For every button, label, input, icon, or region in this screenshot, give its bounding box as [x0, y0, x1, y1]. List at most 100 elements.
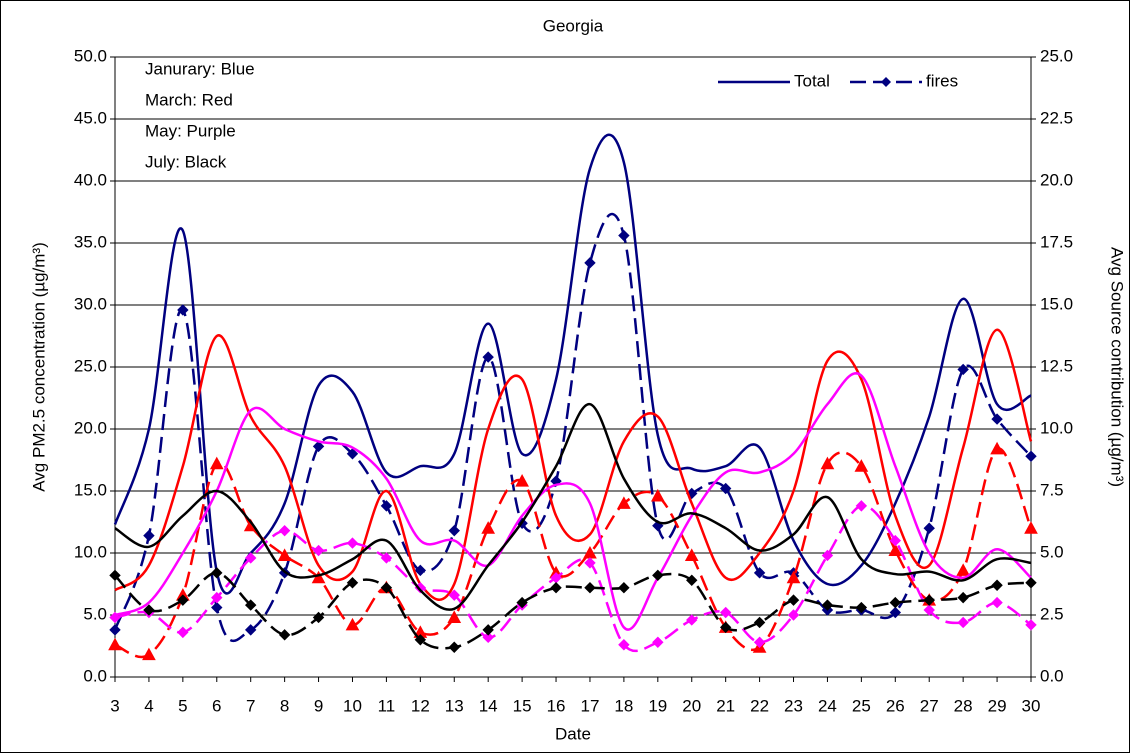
x-tick-label: 26: [886, 696, 905, 715]
x-tick-label: 18: [614, 696, 633, 715]
x-tick-label: 15: [513, 696, 532, 715]
marker: [650, 488, 665, 502]
marker: [821, 599, 834, 611]
x-tick-label: 22: [750, 696, 769, 715]
chart-title: Georgia: [543, 16, 604, 35]
marker: [312, 611, 325, 624]
y-tick-label: 40.0: [74, 170, 107, 189]
marker: [414, 634, 427, 646]
y2-tick-label: 12.5: [1040, 356, 1073, 375]
marker: [652, 636, 664, 648]
y2-tick-label: 22.5: [1040, 108, 1073, 127]
marker: [346, 577, 359, 589]
marker: [990, 441, 1004, 455]
marker: [787, 609, 800, 621]
marker: [380, 582, 393, 594]
marker: [550, 582, 562, 594]
marker: [618, 639, 630, 651]
marker: [923, 522, 935, 534]
y2-tick-label: 7.5: [1040, 480, 1064, 499]
marker: [684, 548, 699, 561]
y-axis-label: Avg PM2.5 concentration (µg/m³): [29, 242, 48, 491]
x-tick-label: 27: [920, 696, 939, 715]
marker: [278, 629, 291, 641]
marker: [312, 544, 325, 557]
marker: [753, 636, 766, 648]
x-tick-label: 5: [178, 696, 187, 715]
marker: [617, 496, 631, 509]
marker: [1025, 619, 1037, 631]
y-tick-label: 0.0: [83, 666, 107, 685]
x-tick-label: 6: [212, 696, 221, 715]
marker: [345, 617, 360, 631]
y2-tick-label: 0.0: [1040, 666, 1064, 685]
x-tick-label: 25: [852, 696, 871, 715]
marker: [244, 552, 257, 564]
x-tick-label: 23: [784, 696, 803, 715]
marker: [957, 363, 969, 376]
marker: [821, 549, 834, 562]
x-tick-label: 29: [988, 696, 1007, 715]
marker: [177, 594, 189, 606]
x-tick-label: 3: [110, 696, 119, 715]
marker: [482, 351, 494, 363]
x-tick-label: 7: [246, 696, 255, 715]
marker: [108, 637, 122, 651]
marker: [244, 624, 257, 636]
marker: [854, 459, 869, 472]
marker: [481, 521, 496, 534]
marker: [177, 626, 189, 639]
y2-tick-label: 20.0: [1040, 170, 1073, 189]
marker: [686, 574, 698, 586]
x-tick-label: 14: [479, 696, 498, 715]
marker: [889, 596, 902, 609]
marker: [211, 601, 223, 614]
x-tick-label: 16: [547, 696, 566, 715]
marker: [244, 599, 257, 611]
y2-tick-label: 25.0: [1040, 46, 1073, 65]
marker: [786, 570, 801, 584]
marker: [753, 567, 766, 579]
marker: [143, 529, 155, 542]
y-tick-label: 25.0: [74, 356, 107, 375]
annotation: March: Red: [145, 90, 233, 109]
marker: [346, 537, 359, 549]
marker: [142, 647, 156, 661]
x-tick-label: 20: [682, 696, 701, 715]
marker: [143, 604, 155, 616]
x-tick-label: 17: [581, 696, 600, 715]
marker: [584, 582, 596, 594]
marker: [209, 456, 224, 470]
y2-tick-label: 2.5: [1040, 604, 1064, 623]
x-tick-label: 28: [954, 696, 973, 715]
marker: [447, 610, 462, 623]
legend-marker: [881, 77, 891, 87]
marker: [448, 641, 460, 653]
marker: [888, 543, 903, 557]
y-tick-label: 30.0: [74, 294, 107, 313]
marker: [482, 624, 494, 636]
y-tick-label: 15.0: [74, 480, 107, 499]
annotation: Janurary: Blue: [145, 59, 255, 78]
marker: [482, 631, 494, 644]
y-tick-label: 35.0: [74, 232, 107, 251]
marker: [991, 579, 1003, 591]
marker: [278, 524, 291, 537]
annotation: July: Black: [145, 152, 227, 171]
marker: [719, 606, 732, 619]
x-tick-label: 11: [378, 696, 396, 715]
series-line: [114, 571, 1032, 650]
marker: [855, 601, 868, 614]
x-tick-label: 30: [1022, 696, 1041, 715]
marker: [1025, 450, 1037, 462]
y-tick-label: 20.0: [74, 418, 107, 437]
marker: [889, 606, 902, 619]
y-tick-label: 45.0: [74, 108, 107, 127]
series-line: [114, 402, 1032, 611]
y2-tick-label: 17.5: [1040, 232, 1073, 251]
y-tick-label: 10.0: [74, 542, 107, 561]
marker: [516, 596, 528, 609]
y2-tick-label: 10.0: [1040, 418, 1073, 437]
